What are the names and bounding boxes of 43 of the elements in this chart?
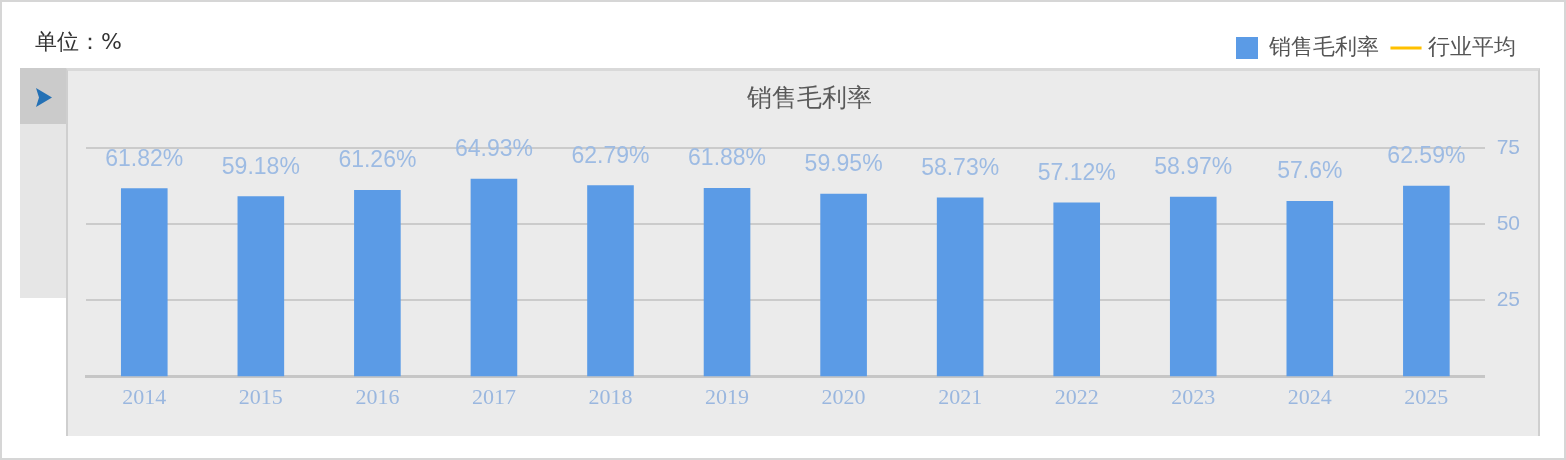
x-tick-label: 2015 (238, 383, 283, 409)
bar (936, 197, 984, 377)
data-label: 59.18% (221, 152, 300, 179)
bar (1286, 201, 1334, 377)
y-tick-label: 75 (1496, 134, 1520, 158)
legend-label: 行业平均 (1428, 33, 1516, 59)
bar (820, 193, 867, 377)
data-label: 64.93% (454, 135, 533, 162)
bar (1403, 185, 1450, 377)
x-tick-label: 2014 (122, 383, 167, 409)
bar (470, 178, 518, 377)
x-tick-label: 2018 (588, 383, 633, 409)
data-label: 61.88% (688, 144, 767, 171)
data-label: 62.79% (571, 141, 650, 168)
y-tick-label: 50 (1496, 211, 1520, 234)
data-label: 58.97% (1154, 153, 1233, 180)
x-tick-label: 2021 (938, 383, 983, 409)
data-label: 61.82% (105, 144, 184, 171)
chart-title: 销售毛利率 (745, 82, 872, 112)
x-tick-label: 2023 (1171, 383, 1216, 409)
bar (1053, 202, 1101, 377)
bar (354, 189, 401, 377)
text: 单位：% (35, 29, 122, 55)
bar (120, 188, 168, 377)
x-tick-label: 2024 (1287, 383, 1332, 409)
data-label: 58.73% (921, 153, 1000, 180)
x-tick-label: 2020 (821, 383, 866, 409)
legend-label: 销售毛利率 (1268, 33, 1379, 59)
bar (237, 196, 285, 377)
bar (703, 187, 751, 377)
data-label: 62.59% (1387, 142, 1466, 169)
x-tick-label: 2025 (1404, 383, 1449, 409)
data-label: 61.26% (338, 146, 417, 173)
x-tick-label: 2017 (471, 383, 516, 409)
x-tick-label: 2019 (705, 383, 750, 409)
x-tick-label: 2016 (355, 383, 400, 409)
data-label: 59.95% (804, 150, 883, 177)
bar (1169, 196, 1217, 377)
x-tick-label: 2022 (1054, 383, 1099, 409)
y-tick-label: 25 (1496, 287, 1520, 311)
data-label: 57.12% (1037, 158, 1116, 185)
data-label: 57.6% (1277, 157, 1343, 184)
bar (587, 185, 634, 377)
